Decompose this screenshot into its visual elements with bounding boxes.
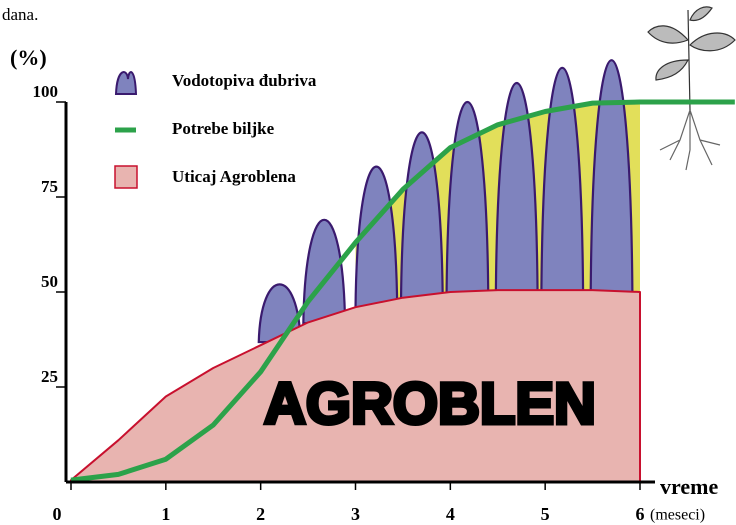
x-tick-label: 5 [541, 504, 550, 524]
legend-label: Vodotopiva đubriva [172, 71, 317, 90]
area [70, 289, 641, 483]
peak [540, 66, 585, 298]
x-tick-label: 2 [256, 504, 265, 524]
legend-label: Potrebe biljke [172, 119, 275, 138]
peak [399, 131, 444, 303]
note-text: dana. [2, 5, 38, 24]
peak [494, 82, 539, 298]
x-axis-unit: (meseci) [650, 507, 705, 524]
plant-illustration [647, 6, 736, 171]
y-tick-label: 50 [41, 272, 58, 291]
x-tick-label: 0 [53, 504, 62, 524]
legend: Vodotopiva đubriva Potrebe biljke Uticaj A… [114, 71, 317, 189]
y-axis-label: (%) [10, 45, 47, 70]
x-tick-label: 4 [446, 504, 455, 524]
x-tick-label: 3 [351, 504, 360, 524]
legend-symbol [114, 71, 138, 95]
peak [589, 59, 634, 298]
peak [445, 100, 490, 299]
line [70, 99, 735, 483]
plot-area: AGROBLEN [70, 59, 735, 483]
annotation: AGROBLEN [264, 371, 596, 436]
legend-label: Uticaj Agroblena [172, 167, 296, 186]
y-tick-label: 75 [41, 177, 58, 196]
legend-symbol [114, 165, 138, 189]
y-tick-label: 100 [33, 82, 59, 101]
peak [302, 218, 347, 325]
y-tick-label: 25 [41, 367, 58, 386]
x-axis-label: vreme [660, 474, 718, 499]
x-tick-label: 1 [161, 504, 170, 524]
x-tick-label: 6 [636, 504, 645, 524]
axes: 25 50 75 100 0 1 2 3 4 5 6 [33, 82, 655, 524]
